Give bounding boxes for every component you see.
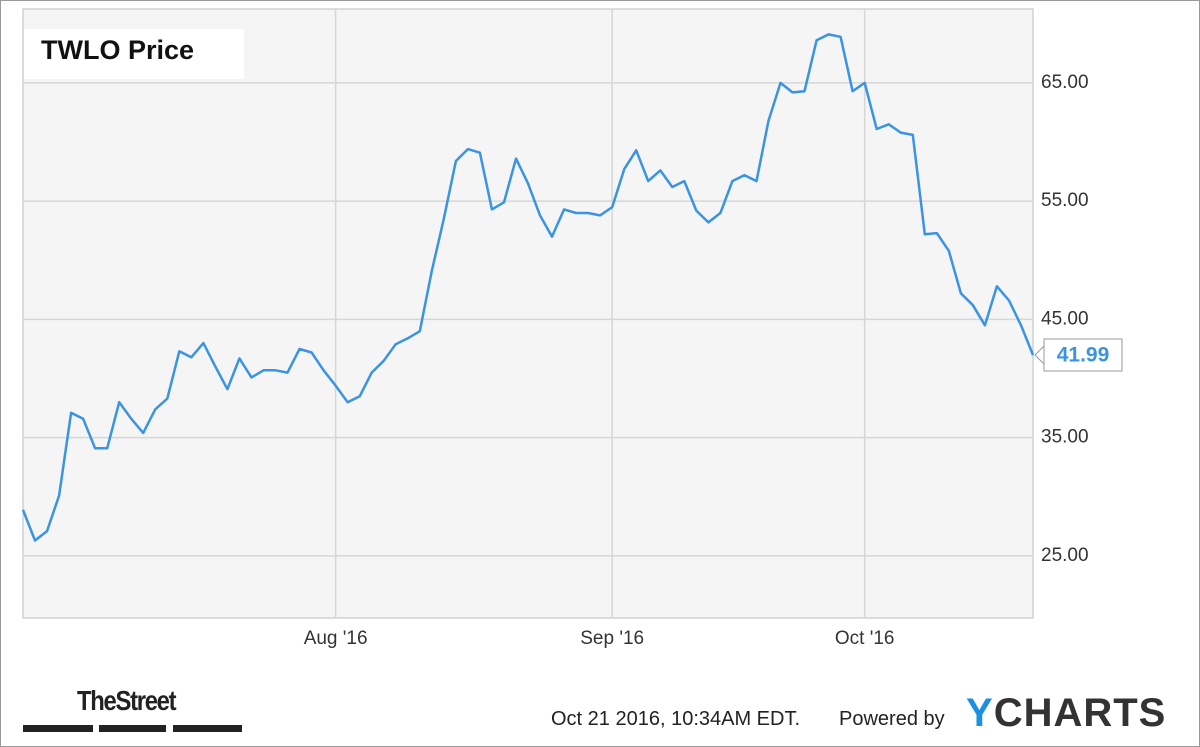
title-box bbox=[24, 29, 244, 79]
plot-area bbox=[22, 8, 1034, 619]
timestamp: Oct 21 2016, 10:34AM EDT. bbox=[551, 708, 801, 730]
logo-bar bbox=[173, 725, 242, 732]
logo-bar bbox=[99, 725, 166, 732]
y-tick-label: 25.00 bbox=[1041, 545, 1089, 566]
x-tick-label: Oct '16 bbox=[835, 628, 895, 649]
grid bbox=[23, 9, 1033, 618]
x-tick-label: Aug '16 bbox=[304, 628, 368, 649]
last-value-label: 41.99 bbox=[1057, 344, 1110, 367]
brand-logo: YCHARTS bbox=[966, 691, 1167, 735]
logo-bar bbox=[23, 725, 93, 732]
chart-title: TWLO Price bbox=[41, 35, 194, 65]
y-tick-label: 55.00 bbox=[1041, 190, 1089, 211]
last-value-box bbox=[1043, 338, 1123, 372]
y-tick-label: 35.00 bbox=[1041, 427, 1089, 448]
powered-by: Powered by bbox=[839, 708, 945, 730]
y-tick-label: 45.00 bbox=[1041, 308, 1089, 329]
price-line bbox=[21, 33, 1035, 542]
x-tick-label: Sep '16 bbox=[580, 628, 644, 649]
source-logo: TheStreet bbox=[77, 685, 177, 716]
y-tick-label: 65.00 bbox=[1041, 72, 1089, 93]
